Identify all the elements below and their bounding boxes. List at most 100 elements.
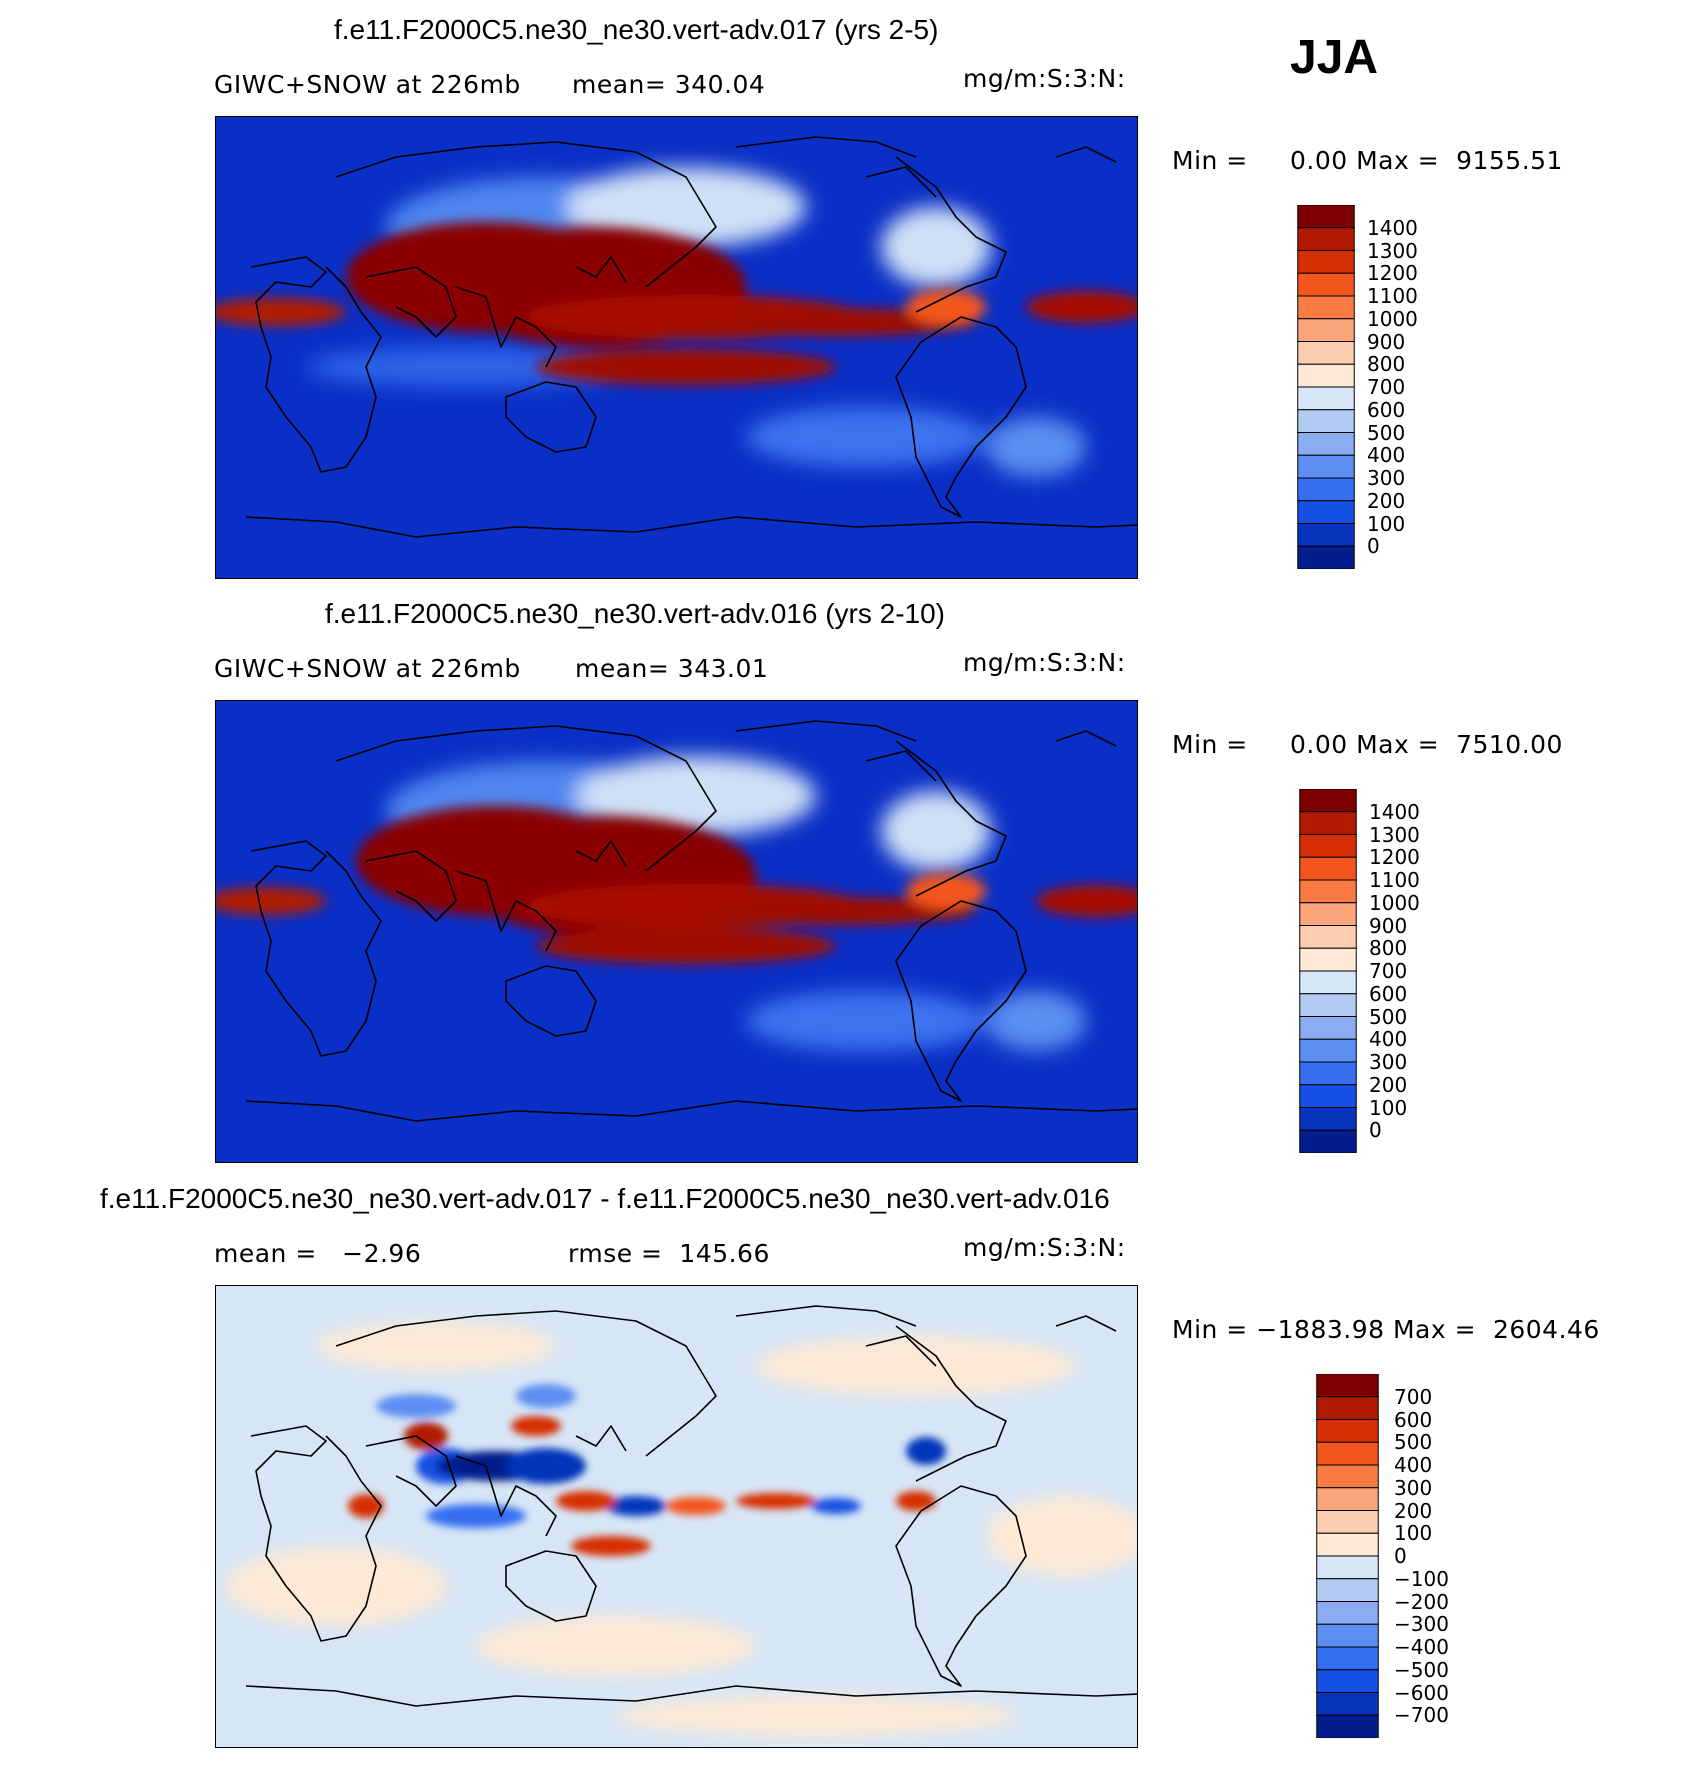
colorbar-swatch (1297, 227, 1355, 251)
colorbar-swatch (1297, 432, 1355, 456)
panel-2-colorbar (1299, 788, 1357, 1154)
colorbar-swatch (1299, 947, 1357, 972)
colorbar-tick-label: 600 (1394, 1407, 1433, 1432)
colorbar-tick-label: −300 (1394, 1612, 1449, 1637)
colorbar-swatch (1299, 811, 1357, 835)
panel-1-colorbar (1297, 204, 1355, 570)
colorbar-swatch (1297, 295, 1355, 320)
colorbar-tick-label: 700 (1367, 375, 1406, 399)
colorbar-swatch (1299, 1016, 1357, 1040)
colorbar-tick-label: 1200 (1367, 261, 1418, 286)
panel-2-map (215, 700, 1138, 1163)
colorbar-swatch (1299, 993, 1357, 1017)
colorbar-swatch (1316, 1555, 1379, 1580)
colorbar-tick-label: 1300 (1369, 822, 1420, 847)
colorbar-tick-label: 200 (1369, 1072, 1408, 1097)
colorbar-swatch (1297, 386, 1355, 411)
colorbar-swatch (1316, 1692, 1379, 1716)
season-label: JJA (1290, 31, 1379, 84)
panel-1-map (215, 116, 1138, 579)
colorbar-tick-label: 900 (1367, 329, 1406, 354)
colorbar-swatch (1316, 1441, 1379, 1466)
panel-3-rmse-label: rmse = 145.66 (568, 1239, 770, 1268)
colorbar-tick-label: 400 (1367, 443, 1406, 468)
colorbar-tick-label: 1200 (1369, 845, 1420, 870)
colorbar-tick-label: 1100 (1367, 284, 1418, 308)
colorbar-tick-label: −200 (1394, 1589, 1449, 1614)
panel-2-minmax-label: Min = 0.00 Max = 7510.00 (1172, 730, 1563, 759)
colorbar-swatch (1316, 1373, 1379, 1398)
panel-2-map-field (216, 701, 1137, 1162)
colorbar-tick-label: 1000 (1367, 306, 1418, 331)
colorbar-swatch (1297, 363, 1355, 388)
colorbar-tick-label: 400 (1369, 1027, 1408, 1052)
colorbar-tick-label: 200 (1367, 488, 1406, 513)
panel-3-colorbar (1316, 1373, 1379, 1739)
panel-1-units-label: mg/m:S:3:N: (963, 64, 1126, 93)
colorbar-swatch (1299, 1129, 1357, 1154)
colorbar-tick-label: 600 (1369, 981, 1408, 1006)
panel-1-map-field (216, 117, 1137, 578)
colorbar-tick-label: 700 (1394, 1384, 1433, 1409)
colorbar-tick-label: −500 (1394, 1657, 1449, 1682)
panel-3-mean-label: mean = −2.96 (214, 1239, 422, 1268)
colorbar-swatch (1297, 204, 1355, 229)
colorbar-swatch (1299, 1084, 1357, 1108)
colorbar-tick-label: 1000 (1369, 890, 1420, 915)
colorbar-tick-label: 800 (1367, 352, 1406, 377)
panel-3-map (215, 1285, 1138, 1748)
colorbar-swatch (1299, 879, 1357, 904)
colorbar-swatch (1316, 1510, 1379, 1534)
colorbar-tick-label: 1400 (1369, 799, 1420, 824)
panel-3-map-field (216, 1286, 1137, 1747)
panel-1-title: f.e11.F2000C5.ne30_ne30.vert-adv.017 (yr… (334, 14, 939, 45)
colorbar-swatch (1299, 1107, 1357, 1131)
panel-3-colorbar-swatches (1316, 1373, 1379, 1739)
colorbar-swatch (1299, 1061, 1357, 1086)
colorbar-swatch (1297, 545, 1355, 570)
colorbar-swatch (1316, 1669, 1379, 1693)
colorbar-tick-label: 200 (1394, 1498, 1433, 1523)
panel-3-title: f.e11.F2000C5.ne30_ne30.vert-adv.017 - f… (100, 1183, 1110, 1214)
colorbar-tick-label: 100 (1369, 1095, 1408, 1120)
colorbar-swatch (1299, 856, 1357, 881)
colorbar-swatch (1299, 925, 1357, 949)
panel-1-variable-label: GIWC+SNOW at 226mb (214, 70, 521, 99)
colorbar-tick-label: 0 (1369, 1118, 1382, 1143)
colorbar-swatch (1316, 1464, 1379, 1489)
panel-2-variable-label: GIWC+SNOW at 226mb (214, 654, 521, 683)
colorbar-tick-label: 400 (1394, 1453, 1433, 1477)
colorbar-tick-label: 900 (1369, 913, 1408, 938)
colorbar-swatch (1316, 1419, 1379, 1443)
panel-2-units-label: mg/m:S:3:N: (963, 648, 1126, 677)
colorbar-swatch (1297, 341, 1355, 365)
colorbar-tick-label: 300 (1369, 1050, 1408, 1074)
colorbar-swatch (1316, 1601, 1379, 1625)
colorbar-swatch (1297, 454, 1355, 479)
panel-2-title: f.e11.F2000C5.ne30_ne30.vert-adv.016 (yr… (325, 598, 946, 629)
colorbar-swatch (1297, 477, 1355, 502)
colorbar-swatch (1299, 834, 1357, 858)
colorbar-tick-label: −100 (1394, 1566, 1449, 1591)
colorbar-tick-label: −700 (1394, 1703, 1449, 1728)
colorbar-tick-label: 0 (1394, 1544, 1407, 1568)
colorbar-swatch (1297, 318, 1355, 342)
colorbar-tick-label: 800 (1369, 936, 1408, 961)
colorbar-swatch (1299, 970, 1357, 995)
colorbar-swatch (1316, 1532, 1379, 1557)
colorbar-swatch (1316, 1646, 1379, 1671)
colorbar-swatch (1316, 1396, 1379, 1420)
colorbar-swatch (1299, 1038, 1357, 1063)
colorbar-swatch (1297, 250, 1355, 274)
colorbar-swatch (1297, 523, 1355, 547)
colorbar-tick-label: 600 (1367, 397, 1406, 422)
colorbar-tick-label: 500 (1394, 1430, 1433, 1455)
colorbar-tick-label: −600 (1394, 1680, 1449, 1705)
colorbar-tick-label: 700 (1369, 959, 1408, 983)
colorbar-tick-label: 300 (1394, 1475, 1433, 1500)
colorbar-swatch (1316, 1578, 1379, 1602)
panel-1-minmax-label: Min = 0.00 Max = 9155.51 (1172, 146, 1563, 175)
colorbar-swatch (1299, 902, 1357, 926)
colorbar-tick-label: 1400 (1367, 215, 1418, 240)
colorbar-tick-label: 300 (1367, 466, 1406, 490)
